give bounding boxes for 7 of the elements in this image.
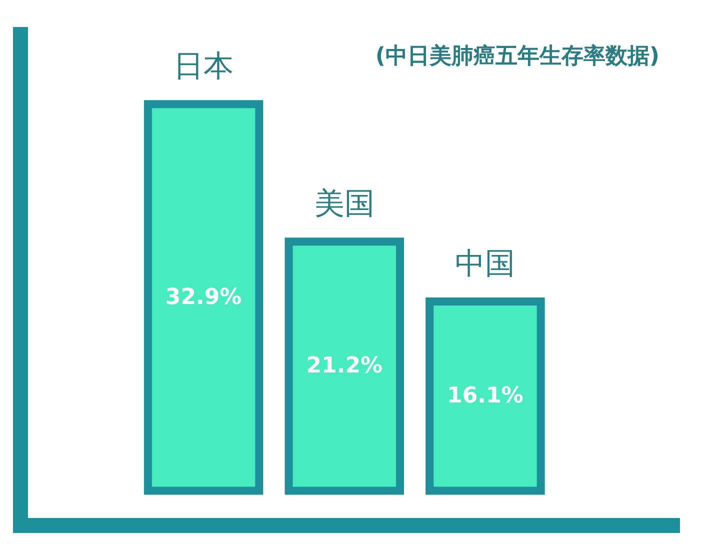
chart-title: (中日美肺癌五年生存率数据) bbox=[375, 43, 660, 70]
x-tick-label: 日本 bbox=[174, 49, 234, 84]
data-label: 21.2% bbox=[306, 354, 383, 379]
data-label: 32.9% bbox=[165, 284, 242, 310]
data-label: 16.1% bbox=[447, 384, 524, 409]
x-tick-label: 中国 bbox=[455, 246, 516, 282]
x-tick-label: 美国 bbox=[314, 186, 374, 222]
